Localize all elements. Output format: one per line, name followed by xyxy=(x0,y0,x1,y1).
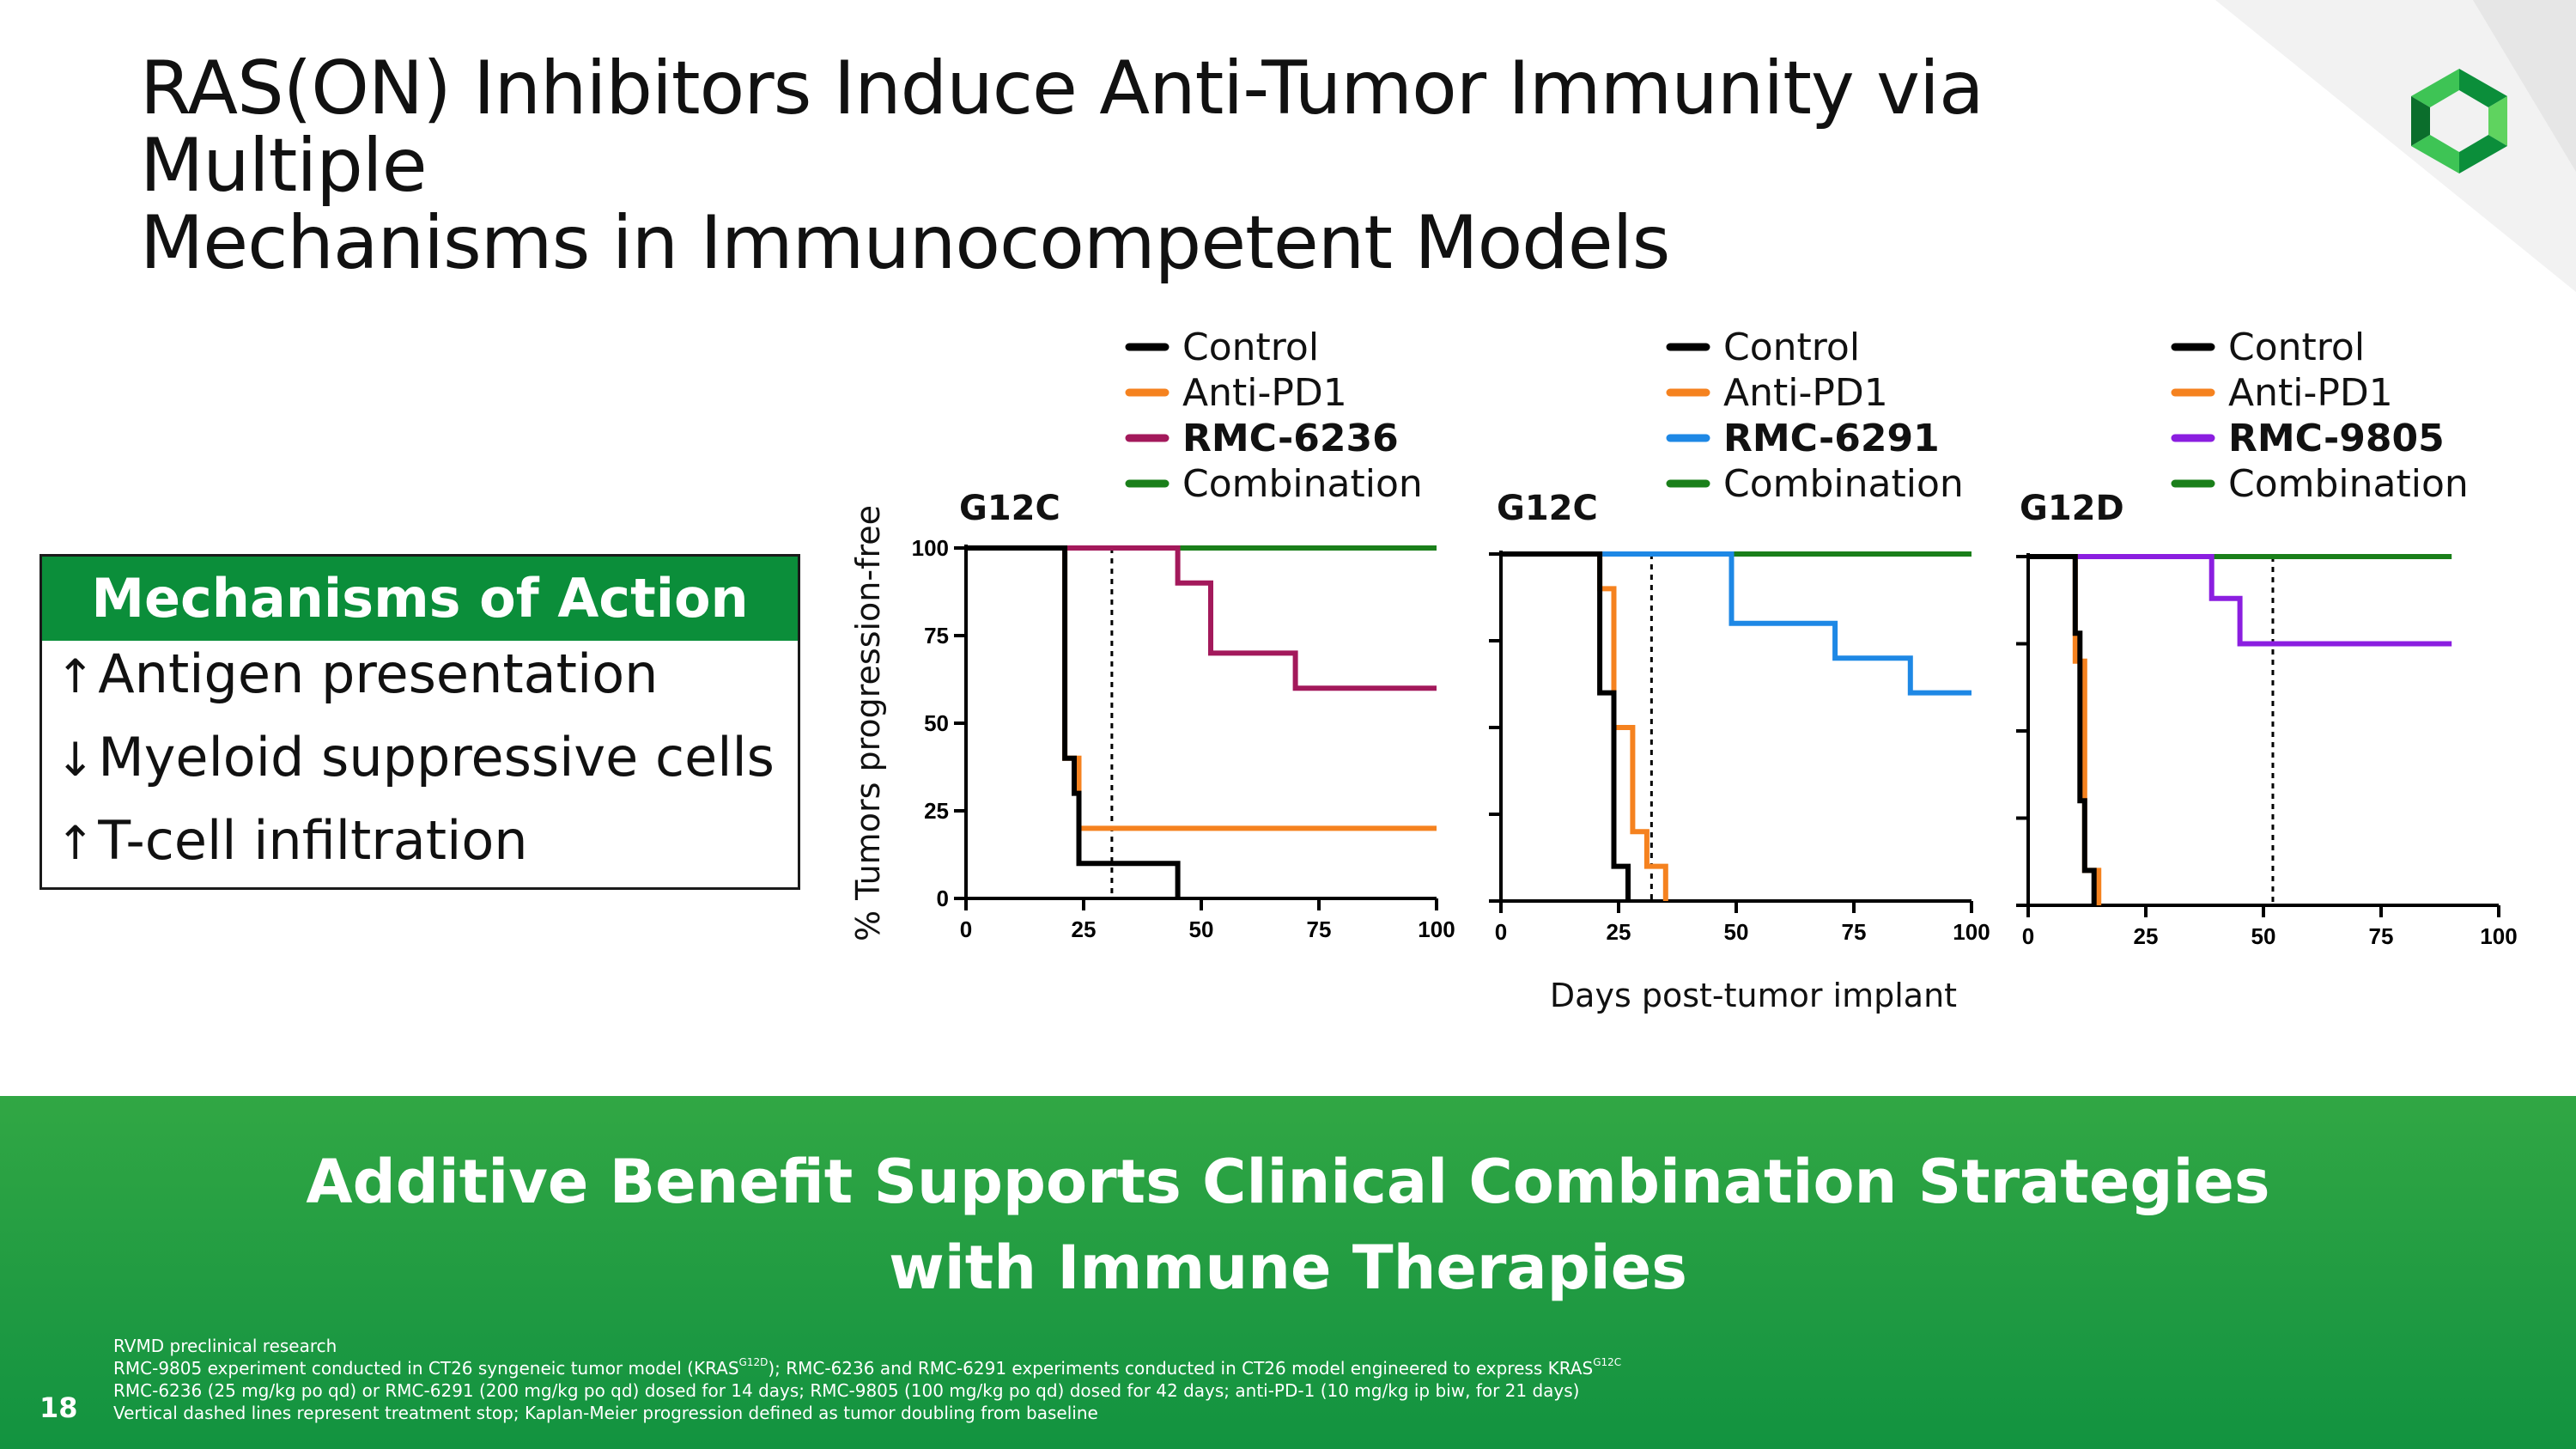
mechanism-item: ↓Myeloid suppressive cells xyxy=(56,726,775,788)
y-tick-label: 50 xyxy=(924,710,949,736)
series-line-control xyxy=(1501,551,1631,901)
x-tick-label: 0 xyxy=(2022,923,2034,949)
legend-label: Control xyxy=(2228,326,2365,369)
series-line-control xyxy=(966,545,1181,898)
legend-label: Anti-PD1 xyxy=(1723,371,1888,415)
x-tick-label: 0 xyxy=(1495,919,1507,945)
footnotes: RVMD preclinical research RMC-9805 exper… xyxy=(113,1335,1621,1424)
corner-decoration xyxy=(2215,0,2576,292)
x-tick-label: 100 xyxy=(1953,919,1990,945)
footnote-line: RMC-9805 experiment conducted in CT26 sy… xyxy=(113,1356,1622,1379)
mechanism-item: ↑T-cell infiltration xyxy=(56,809,528,872)
chart-title: G12C xyxy=(959,489,1060,528)
x-tick-label: 50 xyxy=(1724,919,1749,945)
arrow-up-icon: ↑ xyxy=(56,816,95,870)
mechanism-text: Antigen presentation xyxy=(98,642,659,705)
mechanism-text: Myeloid suppressive cells xyxy=(98,726,775,788)
legend-label: RMC-6291 xyxy=(1723,417,1940,460)
series-line-control xyxy=(2028,554,2097,905)
y-tick-label: 0 xyxy=(937,886,949,911)
x-tick-label: 75 xyxy=(2369,923,2394,949)
legend-label: RMC-9805 xyxy=(2228,417,2445,460)
x-tick-label: 25 xyxy=(2134,923,2159,949)
chart-title: G12C xyxy=(1497,489,1598,528)
y-tick-label: 75 xyxy=(924,623,949,648)
page-title: RAS(ON) Inhibitors Induce Anti-Tumor Imm… xyxy=(140,50,2287,282)
x-tick-label: 0 xyxy=(960,916,972,942)
series-line-rmc-9805 xyxy=(2028,554,2452,647)
conclusion-banner: Additive Benefit Supports Clinical Combi… xyxy=(0,1096,2576,1449)
series-line-rmc-6236 xyxy=(966,545,1437,691)
page-title-line1: RAS(ON) Inhibitors Induce Anti-Tumor Imm… xyxy=(140,46,1984,209)
series-line-anti-pd1 xyxy=(2028,554,2102,905)
banner-text: Additive Benefit Supports Clinical Combi… xyxy=(0,1139,2576,1311)
x-axis-label: Days post-tumor implant xyxy=(1550,977,1957,1014)
mechanism-item: ↑Antigen presentation xyxy=(56,642,658,705)
y-tick-label: 25 xyxy=(924,798,949,824)
page-title-line2: Mechanisms in Immunocompetent Models xyxy=(140,200,1670,286)
footnote-line: Vertical dashed lines represent treatmen… xyxy=(113,1403,1098,1423)
legend-label: Control xyxy=(1182,326,1319,369)
legend-label: Combination xyxy=(2228,462,2469,506)
legend-label: Control xyxy=(1723,326,1860,369)
x-tick-label: 25 xyxy=(1607,919,1631,945)
km-chart-2: G12C 0 25 50 75 100 ControlAnti-PD1RMC-6291Com… xyxy=(1489,326,1990,1014)
legend-label: RMC-6236 xyxy=(1182,417,1399,460)
footnote-line: RMC-6236 (25 mg/kg po qd) or RMC-6291 (2… xyxy=(113,1380,1580,1401)
page-number: 18 xyxy=(39,1391,78,1424)
series-line-rmc-6291 xyxy=(1501,551,1971,696)
banner-line1: Additive Benefit Supports Clinical Combi… xyxy=(306,1147,2270,1217)
mechanisms-box: Mechanisms of Action ↑Antigen presentati… xyxy=(39,554,800,890)
company-logo xyxy=(2411,69,2507,174)
x-tick-label: 50 xyxy=(2251,923,2276,949)
arrow-up-icon: ↑ xyxy=(56,649,95,703)
x-tick-label: 100 xyxy=(1418,916,1455,942)
footnote-line: RVMD preclinical research xyxy=(113,1336,337,1356)
mechanism-text: T-cell infiltration xyxy=(98,809,528,872)
legend-label: Combination xyxy=(1182,462,1423,506)
x-tick-label: 75 xyxy=(1307,916,1332,942)
arrow-down-icon: ↓ xyxy=(56,733,95,787)
y-axis-label: % Tumors progression-free xyxy=(849,505,887,941)
km-chart-1: G12C 0 25 50 75 100 0 25 50 75 100 ControlAnti-PD1R… xyxy=(849,326,1455,942)
chart-title: G12D xyxy=(2020,489,2124,528)
banner-line2: with Immune Therapies xyxy=(889,1233,1687,1303)
x-tick-label: 75 xyxy=(1842,919,1867,945)
legend-label: Combination xyxy=(1723,462,1964,506)
series-line-anti-pd1 xyxy=(1501,551,1668,901)
km-chart-3: G12D 0 25 50 75 100 ControlAnti-PD1RMC-9805Com… xyxy=(2016,326,2518,949)
legend-label: Anti-PD1 xyxy=(2228,371,2393,415)
mechanisms-heading: Mechanisms of Action xyxy=(42,557,798,641)
legend-label: Anti-PD1 xyxy=(1182,371,1347,415)
x-tick-label: 100 xyxy=(2480,923,2517,949)
x-tick-label: 50 xyxy=(1189,916,1214,942)
y-tick-label: 100 xyxy=(912,535,949,561)
x-tick-label: 25 xyxy=(1072,916,1097,942)
